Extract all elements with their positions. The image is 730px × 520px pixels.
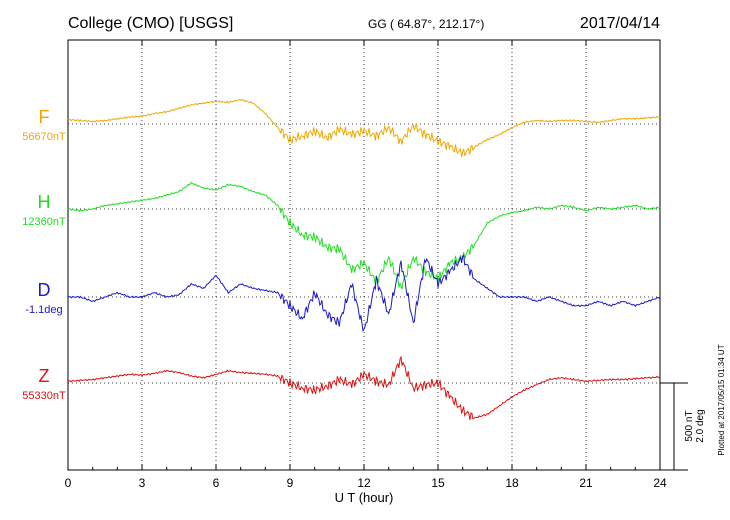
x-tick-label: 15 [431,476,445,490]
station-title: College (CMO) [USGS] [68,15,233,32]
series-name-F: F [39,107,50,127]
scale-deg-label: 2.0 deg [695,409,706,442]
x-tick-label: 18 [505,476,519,490]
series-baseline-label-Z: 55330nT [22,390,66,402]
grid-lines [141,40,587,470]
coords-label: GG ( 64.87°, 212.17°) [368,17,484,31]
series-baseline-label-D: -1.1deg [25,304,62,316]
series-name-Z: Z [39,366,50,386]
date-label: 2017/04/14 [580,15,660,32]
series-name-D: D [38,280,51,300]
series-labels: F 56670nT H 12360nT D -1.1deg Z 55330nT [22,107,66,402]
x-tick-label: 0 [65,476,72,490]
series-name-H: H [38,192,51,212]
scale-bar: 500 nT 2.0 deg [660,382,706,471]
series-baseline-label-H: 12360nT [22,216,66,228]
x-tick-label: 21 [579,476,593,490]
series-line-D [67,254,661,333]
series-line-F [67,98,661,158]
x-tick-label: 9 [287,476,294,490]
x-axis-label: U T (hour) [335,490,394,505]
scale-nt-label: 500 nT [684,410,695,441]
series-lines [67,98,661,420]
series-line-H [67,181,661,290]
x-tick-label: 12 [357,476,371,490]
x-tick-label: 24 [653,476,667,490]
series-baseline-label-F: 56670nT [22,131,66,143]
x-axis-ticks: 0 3 6 9 12 15 18 21 24 [65,40,667,490]
plotted-at-label: Plotted at 2017/05/15 01:34 UT [717,344,726,455]
series-line-Z [67,355,661,420]
x-tick-label: 3 [139,476,146,490]
series-baselines [68,123,660,384]
x-tick-label: 6 [213,476,220,490]
